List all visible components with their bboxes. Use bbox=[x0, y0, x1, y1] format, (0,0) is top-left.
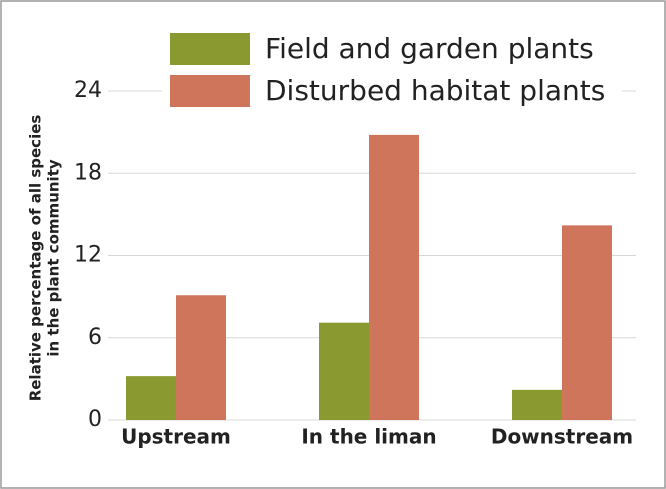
y-tick-label: 12 bbox=[74, 243, 102, 268]
bar bbox=[126, 376, 176, 420]
y-tick-label: 24 bbox=[74, 78, 102, 103]
bar bbox=[562, 225, 612, 420]
y-tick-label: 18 bbox=[74, 160, 102, 185]
y-axis-label-line: in the plant community bbox=[45, 159, 63, 356]
legend-label: Field and garden plants bbox=[265, 32, 594, 65]
y-tick-label: 6 bbox=[88, 325, 102, 350]
x-tick-label: In the liman bbox=[301, 425, 436, 449]
legend-swatch bbox=[170, 75, 250, 107]
bar bbox=[319, 322, 369, 420]
y-axis-label-line: Relative percentage of all species bbox=[27, 115, 45, 402]
legend-swatch bbox=[170, 33, 250, 65]
x-tick-label: Downstream bbox=[491, 425, 633, 449]
bar bbox=[369, 134, 419, 420]
x-tick-label: Upstream bbox=[121, 425, 231, 449]
bar bbox=[512, 389, 562, 420]
y-axis-label: Relative percentage of all species in th… bbox=[27, 115, 63, 402]
legend-label: Disturbed habitat plants bbox=[265, 74, 605, 107]
bar bbox=[176, 295, 226, 420]
y-tick-label: 0 bbox=[88, 407, 102, 432]
